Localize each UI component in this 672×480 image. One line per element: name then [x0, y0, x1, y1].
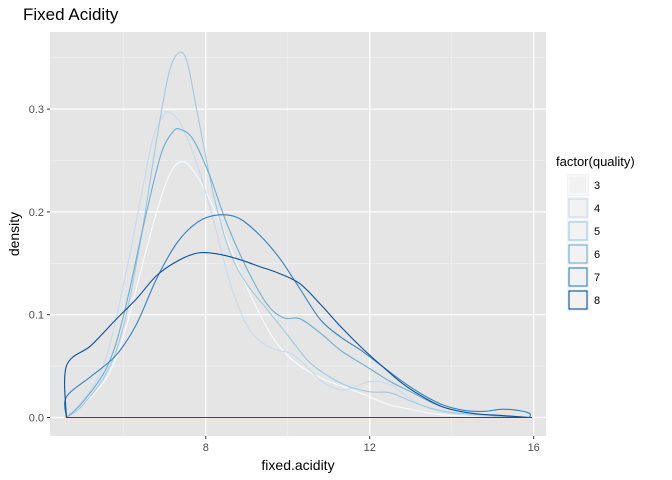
- y-tick-label: 0.1: [29, 310, 44, 322]
- x-axis: 8 12 16: [203, 436, 540, 454]
- legend-label: 6: [594, 249, 600, 261]
- y-tick-label: 0.0: [29, 412, 44, 424]
- legend-label: 4: [594, 203, 600, 215]
- minor-gridlines: [50, 32, 546, 436]
- density-curve-quality-6: [65, 128, 531, 419]
- legend-label: 3: [594, 180, 600, 192]
- legend-key-swatch: [568, 198, 588, 218]
- x-axis-title: fixed.acidity: [261, 457, 334, 473]
- legend-label: 5: [594, 226, 600, 238]
- x-tick-label: 16: [528, 442, 540, 454]
- legend-key-swatch: [568, 175, 588, 195]
- density-curve-quality-4: [65, 111, 531, 419]
- density-curve-quality-7: [64, 214, 532, 419]
- y-tick-label: 0.3: [29, 104, 44, 116]
- y-axis-title: density: [6, 212, 22, 256]
- x-tick-label: 8: [203, 442, 209, 454]
- density-curve-quality-3: [65, 160, 531, 419]
- legend-key-swatch: [568, 244, 588, 264]
- plot-panel: [50, 32, 546, 436]
- y-tick-label: 0.2: [29, 207, 44, 219]
- legend-label: 8: [594, 295, 600, 307]
- density-curve-quality-8: [64, 251, 533, 419]
- legend-title: factor(quality): [556, 154, 635, 169]
- legend-key-swatch: [568, 290, 588, 310]
- chart-title: Fixed Acidity: [23, 5, 119, 24]
- legend: factor(quality) 3 4 5 6 7 8: [556, 154, 635, 311]
- legend-label: 7: [594, 272, 600, 284]
- y-axis: 0.0 0.1 0.2 0.3: [29, 104, 50, 424]
- x-tick-label: 12: [364, 442, 376, 454]
- legend-key-swatch: [568, 267, 588, 287]
- density-curves: [64, 51, 533, 419]
- legend-key-swatch: [568, 221, 588, 241]
